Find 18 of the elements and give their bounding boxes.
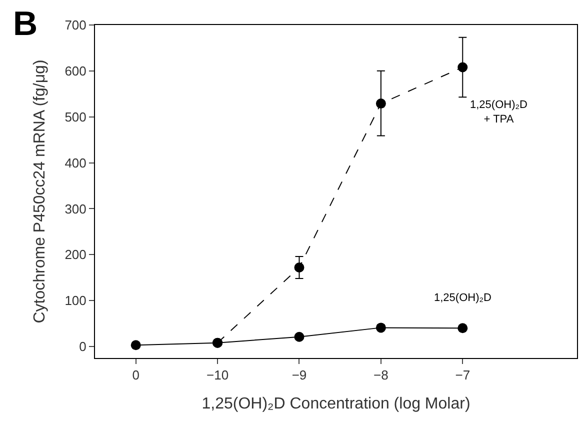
y-tick-label: 400 <box>64 155 86 170</box>
x-axis-title: 1,25(OH)₂D Concentration (log Molar) <box>202 395 470 412</box>
x-tick-label: 0 <box>132 368 140 383</box>
text: 1,25(OH)₂D <box>434 292 492 304</box>
x-tick-label: −8 <box>374 368 388 383</box>
y-axis-title: Cytochrome P450cc24 mRNA (fg/μg) <box>32 60 49 324</box>
x-tick-label: −7 <box>455 368 470 383</box>
x-tick-label: −9 <box>292 368 307 383</box>
y-tick-label: 200 <box>64 247 86 262</box>
y-tick-label: 700 <box>64 18 86 33</box>
y-tick-label: 300 <box>64 201 86 216</box>
x-tick-label: −10 <box>206 368 229 383</box>
chart-title: B <box>13 5 38 43</box>
y-tick-label: 0 <box>79 339 86 354</box>
y-tick-label: 500 <box>64 109 86 124</box>
y-tick-label: 600 <box>64 63 86 78</box>
text: 1,25(OH)₂D + TPA <box>470 99 528 126</box>
y-tick-label: 100 <box>64 293 86 308</box>
